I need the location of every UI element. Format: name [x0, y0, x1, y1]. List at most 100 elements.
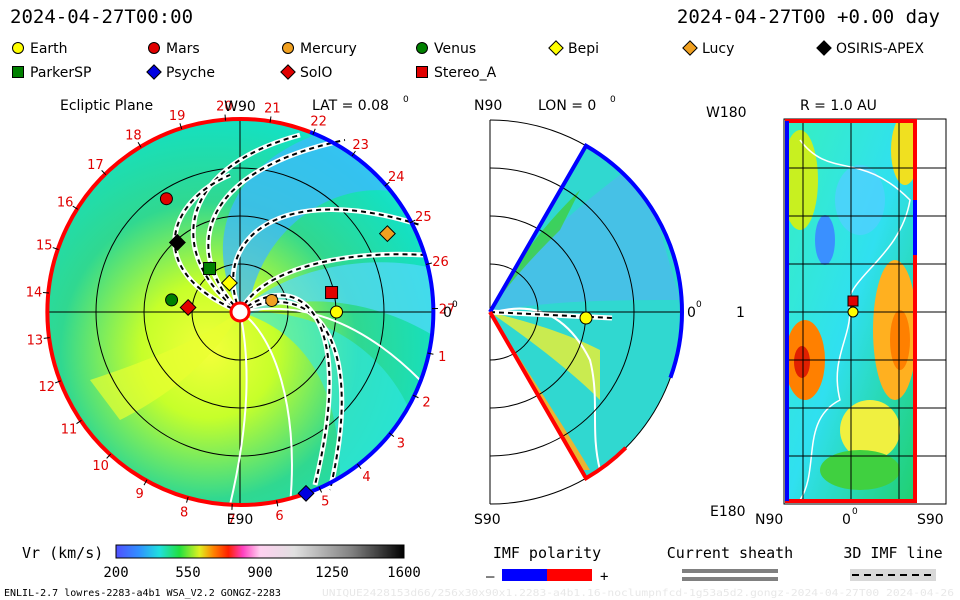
carrington-label: 25: [415, 210, 432, 225]
sheath-swatch-1: [682, 569, 778, 573]
ecliptic-marker-stereo-a: [325, 286, 339, 300]
current-sheath-3: [239, 307, 421, 381]
legend-label-venus: Venus: [434, 41, 476, 57]
legend-marker-osiris-apex: [816, 40, 832, 56]
imf-3d-title: 3D IMF line: [843, 544, 942, 562]
legend-marker-parkersp: [12, 66, 24, 78]
carrington-label: 3: [397, 436, 405, 451]
carrington-label: 21: [264, 102, 281, 117]
legend-label-solo: SolO: [300, 65, 332, 81]
legend-marker-psyche: [146, 64, 162, 80]
colorbar-tick-label: 900: [247, 565, 272, 581]
carrington-label: 22: [310, 115, 327, 130]
ecliptic-bottom-label: E90: [227, 512, 254, 528]
meridional-boundary-north: [488, 142, 685, 379]
carrington-label: 18: [125, 129, 142, 144]
footer-right: UNIQUE2428153d66/256x30x90x1.2283-a4b1.1…: [322, 588, 954, 599]
ecliptic-top-label: W90: [224, 99, 256, 115]
sheath-swatch-2: [682, 577, 778, 581]
carrington-label: 11: [61, 423, 78, 438]
legend-marker-lucy: [682, 40, 698, 56]
ecliptic-marker-mars: [159, 192, 173, 206]
colorbar: [115, 544, 405, 559]
carrington-label: 17: [87, 158, 104, 173]
ecliptic-lat: LAT = 0.08: [312, 98, 389, 114]
ecliptic-boundary-positive: [45, 117, 311, 507]
map-mid-left: 1: [736, 305, 745, 321]
meridional-right-label: 0: [687, 305, 696, 321]
legend-label-psyche: Psyche: [166, 65, 215, 81]
ecliptic-marker-parkersp: [203, 262, 217, 276]
current-sheath-1: [239, 311, 293, 506]
current-sheath-2: [229, 311, 248, 506]
meridional-bottom-left: S90: [474, 512, 501, 528]
map-top-left: W180: [706, 105, 747, 121]
carrington-label: 2: [422, 396, 430, 411]
carrington-label: 16: [57, 195, 74, 210]
carrington-label: 19: [169, 109, 186, 124]
carrington-label: 9: [136, 487, 144, 502]
legend-marker-earth: [12, 42, 24, 54]
legend-label-bepi: Bepi: [568, 41, 599, 57]
legend-label-parkersp: ParkerSP: [30, 65, 91, 81]
colorbar-tick-label: 1250: [315, 565, 349, 581]
map-title: R = 1.0 AU: [800, 98, 877, 114]
sun-marker: [229, 301, 251, 323]
carrington-label: 6: [275, 509, 283, 524]
colorbar-tick-label: 200: [103, 565, 128, 581]
carrington-label: 13: [27, 334, 44, 349]
carrington-label: 12: [38, 380, 55, 395]
legend-label-lucy: Lucy: [702, 41, 734, 57]
carrington-label: 7: [227, 513, 235, 528]
carrington-label: 23: [352, 138, 369, 153]
map-bottom-left: E180: [710, 504, 746, 520]
colorbar-ticks: 200 550 900 1250 1600: [103, 565, 421, 581]
legend-marker-mars: [148, 42, 160, 54]
ecliptic-marker-osiris-apex: [168, 233, 186, 251]
carrington-label: 26: [432, 255, 449, 270]
carrington-label: 20: [216, 100, 233, 115]
ecliptic-marker-earth: [330, 305, 343, 319]
carrington-label: 8: [180, 505, 188, 520]
imf-negative-swatch: [502, 569, 547, 581]
ecliptic-right-sup: 0: [452, 300, 458, 310]
legend-marker-solo: [280, 64, 296, 80]
carrington-label: 4: [362, 470, 370, 485]
map-x-right: S90: [917, 512, 944, 528]
map-earth-marker: [847, 306, 859, 318]
legend-label-mars: Mars: [166, 41, 200, 57]
footer-left: ENLIL-2.7 lowres-2283-a4b1 WSA_V2.2 GONG…: [4, 588, 281, 599]
ecliptic-marker-bepi: [220, 274, 238, 292]
legend-marker-mercury: [282, 42, 294, 54]
ecliptic-right-label: 0: [443, 305, 452, 321]
imf-minus: –: [486, 569, 495, 585]
imf-positive-swatch: [547, 569, 592, 581]
time-left: 2024-04-27T00:00: [10, 6, 193, 28]
legend-marker-venus: [416, 42, 428, 54]
map-stereo-a-marker: [847, 295, 859, 307]
carrington-label: 24: [388, 170, 405, 185]
carrington-label: 15: [36, 239, 53, 254]
legend-marker-stereo-a: [416, 66, 428, 78]
meridional-lon-sup: 0: [610, 95, 616, 105]
map-x-mid-sup: 0: [852, 507, 858, 517]
ecliptic-boundary-negative: [309, 130, 436, 494]
imf-plus: +: [600, 569, 608, 585]
ecliptic-marker-psyche: [297, 484, 315, 502]
legend-marker-bepi: [548, 40, 564, 56]
meridional-earth-marker: [579, 311, 593, 325]
legend-label-stereo-a: Stereo_A: [434, 65, 497, 81]
ecliptic-objects: [159, 192, 396, 502]
object-legend: Earth Mars Mercury Venus Bepi Lucy OSIRIS-APEX…: [12, 40, 924, 81]
ecliptic-marker-mercury: [265, 293, 279, 307]
meridional-top-left: N90: [474, 98, 502, 114]
carrington-label: 5: [321, 495, 329, 510]
carrington-label: 1: [438, 350, 446, 365]
colorbar-label: Vr (km/s): [22, 544, 103, 562]
current-sheath-title: Current sheath: [667, 544, 793, 562]
legend-label-osiris-apex: OSIRIS-APEX: [836, 41, 924, 57]
ecliptic-marker-solo: [179, 298, 197, 316]
